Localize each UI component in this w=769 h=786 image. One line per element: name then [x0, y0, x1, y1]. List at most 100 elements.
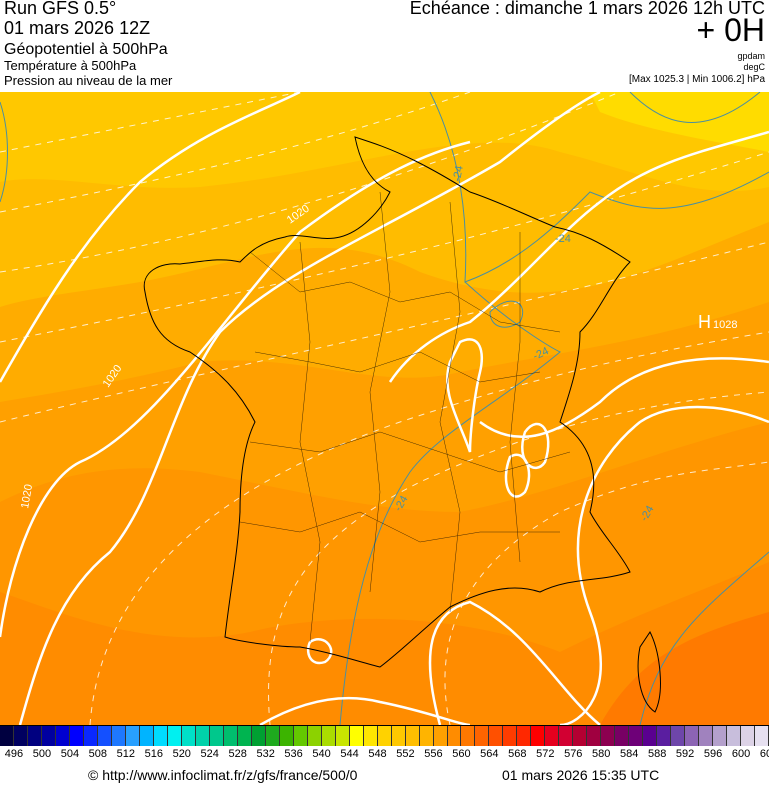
color-swatch — [727, 726, 742, 746]
color-scale-label: 600 — [731, 748, 751, 760]
color-swatch — [111, 726, 126, 746]
color-scale-label: 532 — [256, 748, 275, 760]
color-swatch — [279, 726, 294, 746]
color-scale-label: 540 — [312, 748, 331, 760]
color-scale-label: 552 — [396, 748, 415, 760]
color-scale-label: 512 — [116, 748, 136, 760]
geopotential-contours — [0, 92, 769, 725]
color-swatch — [685, 726, 700, 746]
color-scale-label: 576 — [564, 748, 583, 760]
color-scale-label: 568 — [508, 748, 527, 760]
color-swatch — [321, 726, 336, 746]
band-548 — [0, 92, 769, 192]
color-swatch — [167, 726, 182, 746]
color-swatch — [97, 726, 112, 746]
field-temperature: Température à 500hPa — [4, 58, 137, 73]
color-scale-label: 516 — [144, 748, 163, 760]
color-scale-label: 508 — [88, 748, 108, 760]
field-pressure: Pression au niveau de la mer — [4, 73, 173, 88]
color-swatch — [475, 726, 490, 746]
color-swatch — [0, 726, 14, 746]
color-swatch — [629, 726, 644, 746]
lead-time: + 0H — [696, 12, 765, 48]
color-swatch — [601, 726, 616, 746]
band-544 — [590, 92, 769, 152]
color-scale-label: 580 — [592, 748, 611, 760]
source-url: © http://www.infoclimat.fr/z/gfs/france/… — [88, 767, 358, 783]
color-scale-label: 548 — [368, 748, 387, 760]
color-swatch — [209, 726, 224, 746]
color-scale-label: 596 — [703, 748, 723, 760]
color-swatch — [447, 726, 462, 746]
color-swatch — [153, 726, 168, 746]
color-swatch — [433, 726, 448, 746]
color-swatch — [517, 726, 532, 746]
color-swatch — [125, 726, 140, 746]
color-scale-label: 544 — [340, 748, 359, 760]
france-coastline — [143, 136, 661, 713]
color-swatch — [573, 726, 588, 746]
color-swatch — [307, 726, 322, 746]
color-swatch — [27, 726, 42, 746]
color-swatch — [755, 726, 769, 746]
field-geopotential: Géopotentiel à 500hPa — [4, 41, 168, 58]
color-scale-label: 536 — [284, 748, 303, 760]
color-scale-label: 584 — [619, 748, 639, 760]
color-swatch — [13, 726, 28, 746]
color-swatch — [69, 726, 84, 746]
color-swatch — [643, 726, 658, 746]
color-swatch — [559, 726, 574, 746]
color-scale-label: 560 — [452, 748, 471, 760]
color-scale-labels: 496 500 504 508 512 516 520 524 528 532 536 540 544 5… — [0, 748, 769, 762]
color-scale-label: 588 — [647, 748, 667, 760]
run-date: 01 mars 2026 12Z — [4, 18, 151, 38]
color-swatch — [615, 726, 630, 746]
color-scale-label: 520 — [172, 748, 191, 760]
color-scale — [0, 725, 769, 746]
band-low — [600, 612, 769, 725]
isotherm-label: -24 — [451, 165, 466, 183]
generated-time: 01 mars 2026 15:35 UTC — [502, 767, 660, 783]
color-scale-label: 496 — [4, 748, 24, 760]
color-swatch — [671, 726, 686, 746]
high-pressure-letter: H — [698, 312, 711, 332]
color-scale-label: 564 — [480, 748, 499, 760]
color-swatch — [531, 726, 546, 746]
color-swatch — [139, 726, 154, 746]
color-swatch — [741, 726, 756, 746]
color-swatch — [265, 726, 280, 746]
color-swatch — [657, 726, 672, 746]
color-swatch — [237, 726, 252, 746]
isobar-label: 1020 — [19, 483, 35, 509]
echeance-label: Echéance : dimanche 1 mars 2026 12h UTC — [409, 0, 765, 18]
color-swatch — [713, 726, 728, 746]
department-borders — [239, 191, 571, 643]
color-swatch — [335, 726, 350, 746]
color-scale-label: 524 — [200, 748, 219, 760]
color-swatch — [251, 726, 266, 746]
color-swatch — [545, 726, 560, 746]
color-swatch — [699, 726, 714, 746]
color-scale-label: 500 — [32, 748, 52, 760]
color-swatch — [405, 726, 420, 746]
color-scale-label: 604 — [759, 748, 769, 760]
color-swatch — [503, 726, 518, 746]
color-scale-label: 592 — [675, 748, 695, 760]
color-swatch — [223, 726, 238, 746]
weather-map: 1020 1020 1020 -24 -24 -24 -24 -24 H 102… — [0, 92, 769, 725]
color-swatch — [181, 726, 196, 746]
pressure-range: [Max 1025.3 | Min 1006.2] hPa — [628, 74, 765, 85]
color-swatch — [391, 726, 406, 746]
color-swatch — [83, 726, 98, 746]
color-swatch — [489, 726, 504, 746]
color-swatch — [461, 726, 476, 746]
color-swatch — [55, 726, 70, 746]
color-swatch — [293, 726, 308, 746]
color-swatch — [587, 726, 602, 746]
isotherms — [0, 92, 769, 725]
color-swatch — [377, 726, 392, 746]
color-swatch — [419, 726, 434, 746]
unit-gpdam: gpdam — [737, 51, 765, 61]
color-scale-label: 556 — [424, 748, 443, 760]
